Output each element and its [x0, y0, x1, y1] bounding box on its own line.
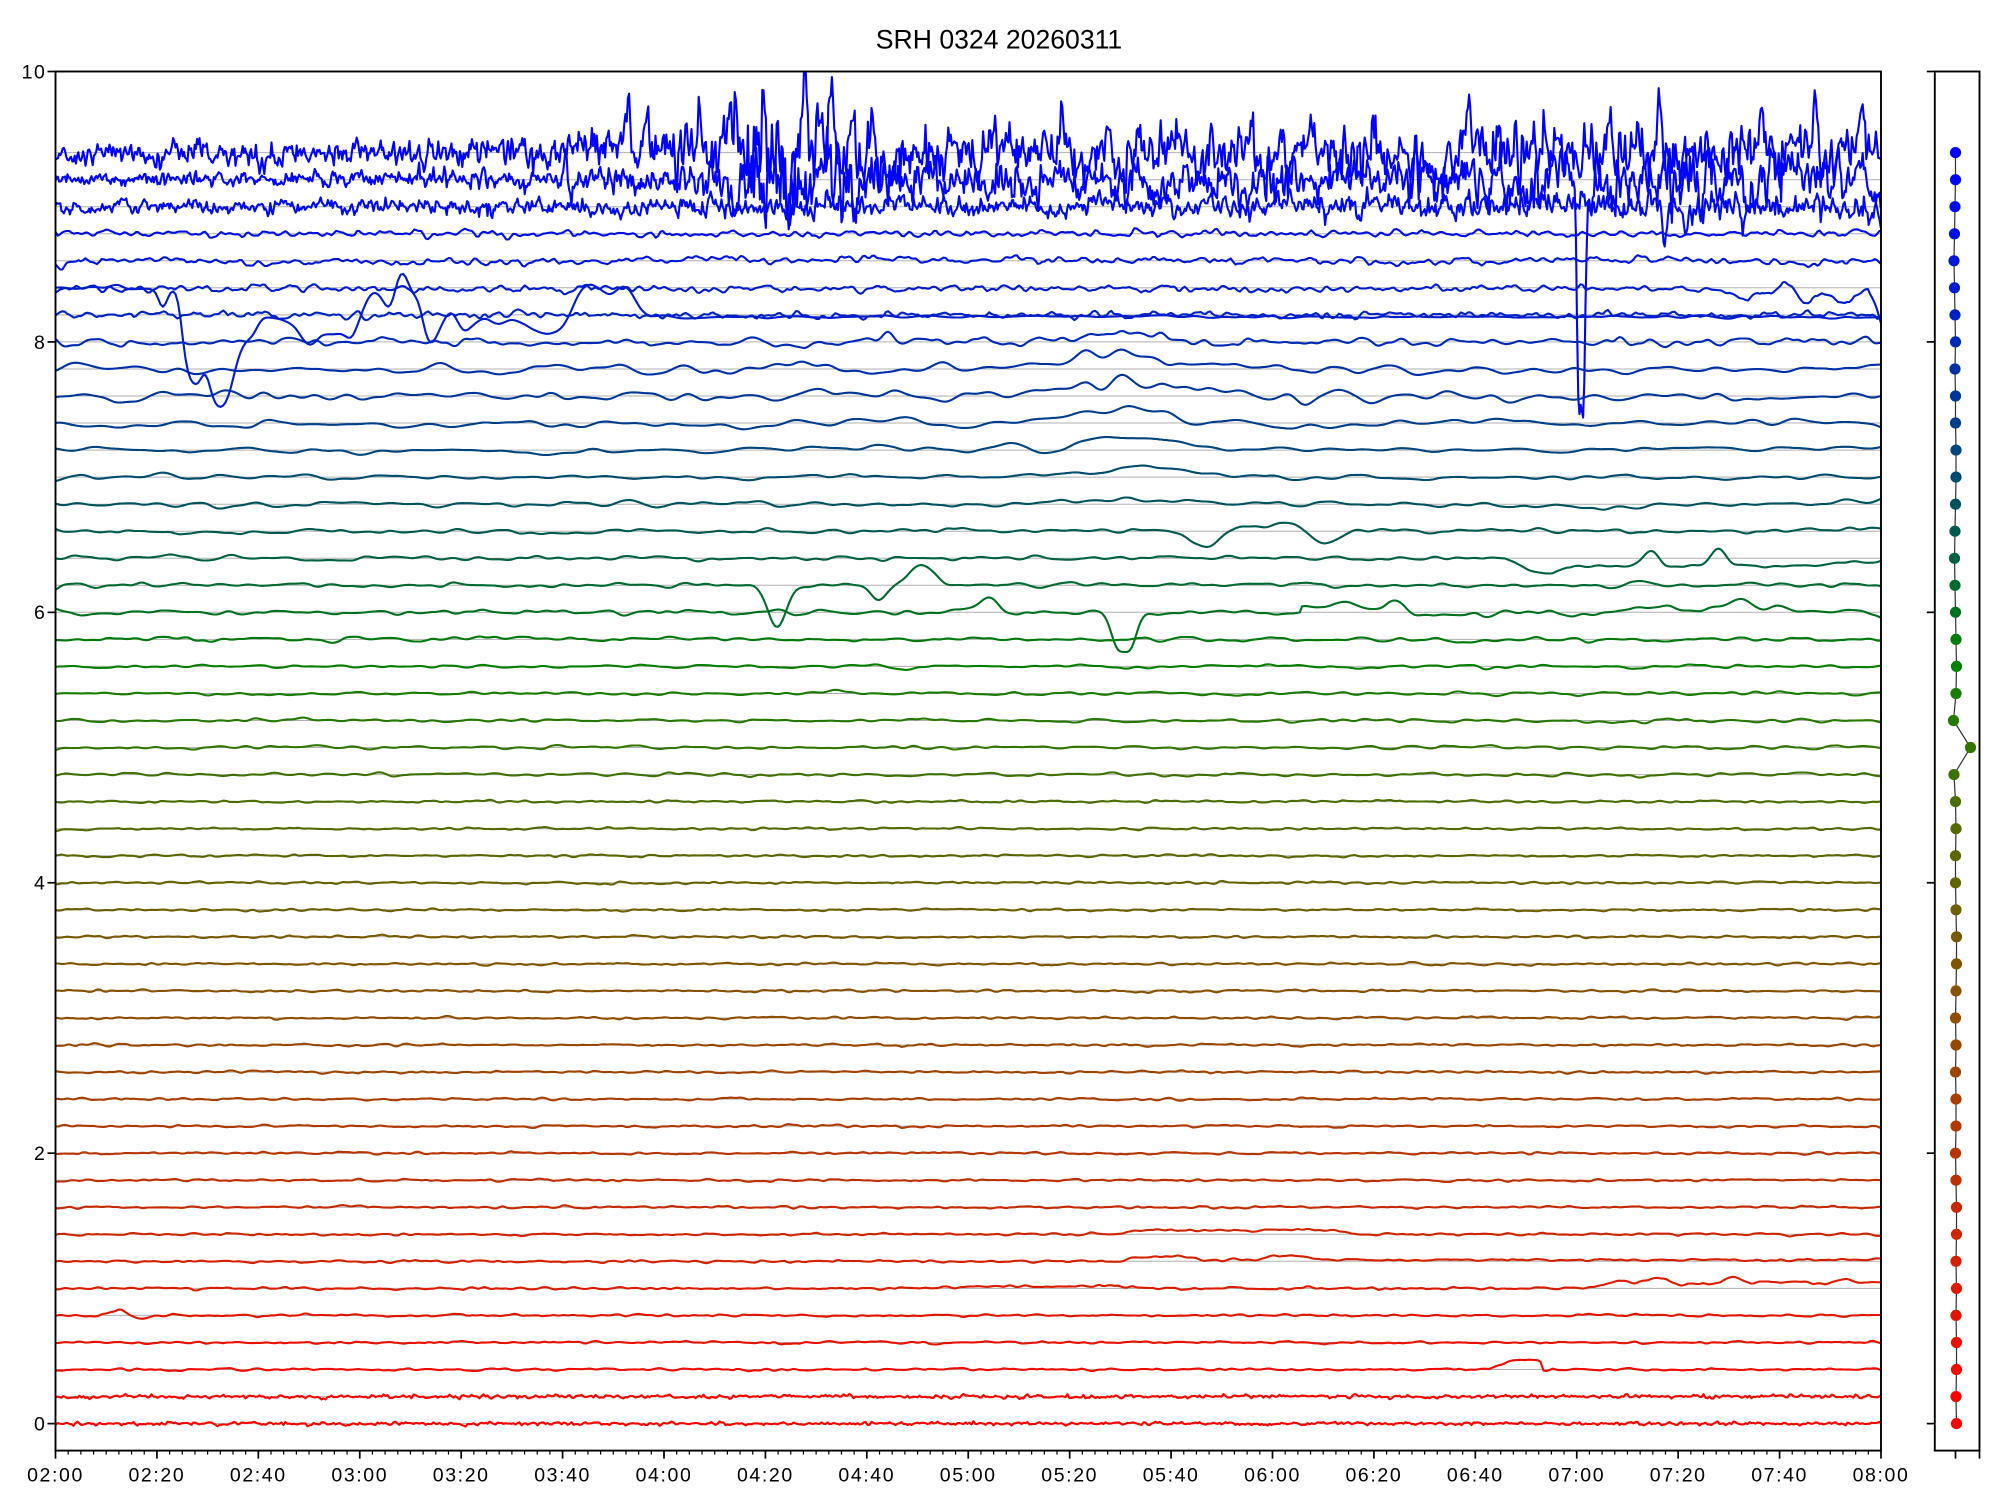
svg-text:10: 10 — [22, 61, 47, 83]
svg-text:03:00: 03:00 — [331, 1465, 388, 1487]
svg-text:05:00: 05:00 — [940, 1465, 997, 1487]
svg-text:05:20: 05:20 — [1041, 1465, 1098, 1487]
svg-text:SRH 0324 20260311: SRH 0324 20260311 — [876, 25, 1122, 55]
svg-text:4: 4 — [34, 873, 46, 895]
svg-text:06:00: 06:00 — [1244, 1465, 1301, 1487]
svg-text:02:20: 02:20 — [128, 1465, 185, 1487]
svg-text:8: 8 — [34, 332, 46, 354]
svg-text:0: 0 — [34, 1414, 46, 1436]
svg-text:04:00: 04:00 — [636, 1465, 693, 1487]
svg-text:07:40: 07:40 — [1751, 1465, 1808, 1487]
svg-text:02:00: 02:00 — [27, 1465, 84, 1487]
svg-text:2: 2 — [34, 1143, 46, 1165]
svg-text:04:40: 04:40 — [838, 1465, 895, 1487]
svg-text:03:20: 03:20 — [433, 1465, 490, 1487]
svg-text:06:20: 06:20 — [1345, 1465, 1402, 1487]
svg-text:03:40: 03:40 — [534, 1465, 591, 1487]
svg-text:02:40: 02:40 — [230, 1465, 287, 1487]
svg-text:07:20: 07:20 — [1650, 1465, 1707, 1487]
svg-text:07:00: 07:00 — [1548, 1465, 1605, 1487]
svg-text:04:20: 04:20 — [737, 1465, 794, 1487]
svg-text:06:40: 06:40 — [1447, 1465, 1504, 1487]
svg-text:6: 6 — [34, 602, 46, 624]
svg-text:08:00: 08:00 — [1853, 1465, 1910, 1487]
svg-text:05:40: 05:40 — [1143, 1465, 1200, 1487]
